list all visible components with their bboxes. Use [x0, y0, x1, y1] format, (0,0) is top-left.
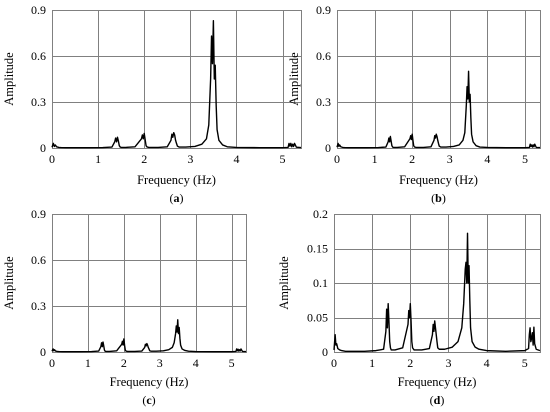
panel-caption-c: (c)	[142, 393, 155, 407]
xtick-label-c-3: 3	[157, 356, 163, 370]
xtick-label-c-1: 1	[85, 356, 91, 370]
ytick-label-d-3: 0.15	[307, 242, 328, 256]
xtick-label-d-2: 2	[407, 356, 413, 370]
chart-panel-c: 0 0.3 0.6 0.9 0 1 2 3 4 5 Frequency (Hz) Amplitude (…	[2, 207, 247, 407]
xtick-label-b-5: 5	[522, 152, 528, 166]
panel-caption-b: (b)	[431, 191, 446, 205]
chart-panel-b: 0 0.3 0.6 0.9 0 1 2 3 4 5 Frequency (Hz) Amplitude (…	[287, 3, 541, 205]
xtick-label-a-0: 0	[49, 152, 55, 166]
series-line-b-0	[336, 70, 541, 149]
plot-frame-a	[52, 10, 302, 149]
xtick-label-a-5: 5	[280, 152, 286, 166]
ytick-label-d-0: 0	[322, 345, 328, 359]
xtick-label-d-4: 4	[484, 356, 490, 370]
xaxis-label-a: Frequency (Hz)	[137, 173, 216, 187]
ytick-label-b-0: 0	[325, 141, 331, 155]
xtick-label-d-5: 5	[522, 356, 528, 370]
yaxis-label-d: Amplitude	[277, 256, 291, 310]
ytick-label-b-3: 0.9	[316, 3, 331, 17]
xtick-label-b-3: 3	[447, 152, 453, 166]
xtick-label-a-4: 4	[233, 152, 239, 166]
series-line-d-0	[333, 232, 541, 353]
ytick-label-d-1: 0.05	[307, 311, 328, 325]
ytick-label-b-1: 0.3	[316, 95, 331, 109]
xtick-label-b-1: 1	[372, 152, 378, 166]
xtick-label-c-5: 5	[229, 356, 235, 370]
ytick-label-d-2: 0.1	[313, 276, 328, 290]
ytick-label-a-2: 0.6	[31, 49, 46, 63]
xaxis-label-b: Frequency (Hz)	[399, 173, 478, 187]
ytick-label-b-2: 0.6	[316, 49, 331, 63]
plot-frame-b	[337, 10, 541, 149]
xtick-label-a-2: 2	[141, 152, 147, 166]
xtick-label-b-2: 2	[409, 152, 415, 166]
yaxis-label-a: Amplitude	[2, 52, 16, 106]
xtick-label-b-4: 4	[484, 152, 490, 166]
chart-panel-a: 0 0.3 0.6 0.9 0 1 2 3 4 5 Frequency (Hz) Amplitude (…	[2, 3, 302, 205]
xtick-label-b-0: 0	[334, 152, 340, 166]
xtick-label-c-4: 4	[193, 356, 199, 370]
xtick-label-c-2: 2	[121, 356, 127, 370]
xtick-label-c-0: 0	[49, 356, 55, 370]
ytick-label-a-1: 0.3	[31, 95, 46, 109]
xtick-label-d-1: 1	[369, 356, 375, 370]
panel-caption-a: (a)	[170, 191, 184, 205]
plot-frame-d	[334, 214, 541, 353]
series-line-c-0	[51, 319, 247, 353]
yaxis-label-b: Amplitude	[287, 52, 301, 106]
xtick-label-a-1: 1	[95, 152, 101, 166]
ytick-label-c-0: 0	[40, 345, 46, 359]
yaxis-label-c: Amplitude	[2, 256, 16, 310]
ytick-label-c-2: 0.6	[31, 253, 46, 267]
xtick-label-d-0: 0	[331, 356, 337, 370]
ytick-label-c-1: 0.3	[31, 299, 46, 313]
ytick-label-c-3: 0.9	[31, 207, 46, 221]
xaxis-label-d: Frequency (Hz)	[398, 375, 477, 389]
ytick-label-a-3: 0.9	[31, 3, 46, 17]
xtick-label-a-3: 3	[187, 152, 193, 166]
xaxis-label-c: Frequency (Hz)	[110, 375, 189, 389]
plot-frame-c	[52, 214, 247, 353]
chart-panel-d: 0 0.05 0.1 0.15 0.2 0 1 2 3 4 5 Frequency (Hz) Ampli…	[277, 207, 541, 407]
panel-caption-d: (d)	[430, 393, 445, 407]
ytick-label-d-4: 0.2	[313, 207, 328, 221]
ytick-label-a-0: 0	[40, 141, 46, 155]
xtick-label-d-3: 3	[445, 356, 451, 370]
series-line-a-0	[51, 20, 302, 149]
